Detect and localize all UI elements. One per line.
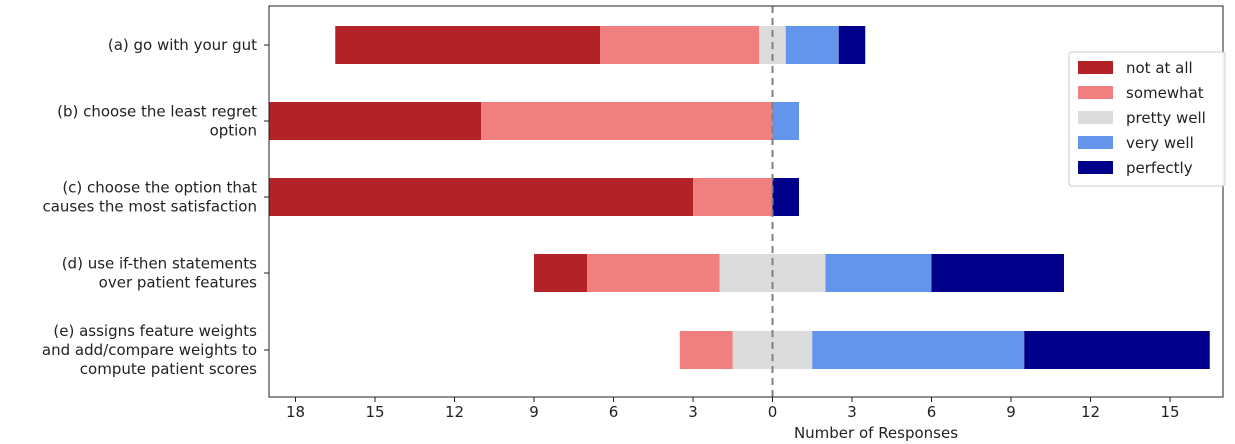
category-labels: (a) go with your gut (b) choose the least… xyxy=(42,36,269,378)
plot-frame xyxy=(268,5,1224,398)
bar-5-very-well xyxy=(812,331,1025,369)
bar-2-somewhat xyxy=(481,102,773,140)
category-label: and add/compare weights to xyxy=(42,341,257,359)
category-label: (d) use if-then statements xyxy=(62,255,257,273)
bar-1-somewhat xyxy=(600,26,760,64)
bar-4-perfectly xyxy=(931,254,1064,292)
bar-5-perfectly xyxy=(1024,331,1210,369)
legend-swatch xyxy=(1078,111,1113,124)
bar-5-pretty-well xyxy=(732,331,813,369)
bar-1-perfectly xyxy=(838,26,866,64)
bar-1-very-well xyxy=(785,26,839,64)
x-tick-label: 12 xyxy=(445,403,464,421)
legend-swatch xyxy=(1078,86,1113,99)
bar-1-not-at-all xyxy=(335,26,601,64)
category-label: compute patient scores xyxy=(80,360,257,378)
x-tick-label: 0 xyxy=(768,403,778,421)
bar-4-very-well xyxy=(825,254,932,292)
legend: not at all somewhat pretty well very well pe… xyxy=(1068,51,1226,187)
bar-4-not-at-all xyxy=(534,254,587,292)
x-tick-label: 6 xyxy=(609,403,619,421)
legend-swatch xyxy=(1078,136,1113,149)
bar-5-somewhat xyxy=(679,331,733,369)
bar-3-not-at-all xyxy=(269,178,693,216)
legend-label: somewhat xyxy=(1126,84,1204,102)
x-tick-label: 6 xyxy=(927,403,937,421)
legend-box xyxy=(1068,51,1226,187)
x-tick-label: 9 xyxy=(529,403,539,421)
category-label: (c) choose the option that xyxy=(62,179,257,197)
legend-label: pretty well xyxy=(1126,109,1206,127)
category-label: causes the most satisfaction xyxy=(42,198,257,216)
legend-label: perfectly xyxy=(1126,159,1193,177)
bar-3-perfectly xyxy=(772,178,799,216)
bar-4-somewhat xyxy=(587,254,720,292)
x-axis-title: Number of Responses xyxy=(794,424,958,442)
x-tick-label: 15 xyxy=(1160,403,1179,421)
bars-layer xyxy=(269,26,1210,369)
legend-swatch xyxy=(1078,61,1113,74)
x-tick-label: 3 xyxy=(688,403,698,421)
x-tick-label: 3 xyxy=(847,403,857,421)
x-tick-label: 12 xyxy=(1081,403,1100,421)
category-label: (b) choose the least regret xyxy=(57,103,257,121)
bar-2-very-well xyxy=(772,102,799,140)
category-label: (a) go with your gut xyxy=(108,36,257,54)
category-label: over patient features xyxy=(99,274,258,292)
category-label: option xyxy=(210,122,257,140)
bar-2-not-at-all xyxy=(269,102,481,140)
bar-3-somewhat xyxy=(693,178,773,216)
legend-label: not at all xyxy=(1126,59,1193,77)
category-label: (e) assigns feature weights xyxy=(53,322,257,340)
x-tick-label: 18 xyxy=(286,403,305,421)
legend-swatch xyxy=(1078,161,1113,174)
x-axis: 18 15 12 9 6 3 0 3 6 9 12 15 xyxy=(286,397,1180,421)
legend-label: very well xyxy=(1126,134,1194,152)
x-tick-label: 9 xyxy=(1006,403,1016,421)
x-tick-label: 15 xyxy=(365,403,384,421)
